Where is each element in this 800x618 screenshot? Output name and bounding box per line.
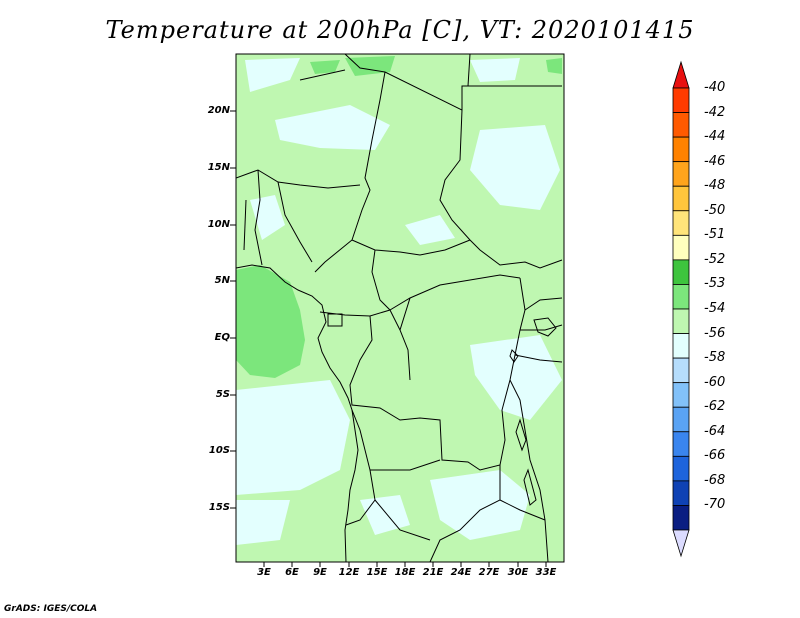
lon-label: 9E — [313, 567, 327, 578]
colorbar-label: -48 — [704, 178, 726, 194]
lon-label: 27E — [478, 567, 500, 578]
colorbar-label: -70 — [704, 497, 726, 513]
colorbar-label: -60 — [704, 374, 726, 390]
colorbar-label: -53 — [704, 276, 726, 292]
colorbar-swatch — [672, 112, 690, 138]
lon-label: 21E — [422, 567, 444, 578]
colorbar-label: -42 — [704, 104, 726, 120]
colorbar-swatch — [672, 357, 690, 384]
lon-label: 3E — [257, 567, 271, 578]
colorbar-label: -62 — [704, 399, 726, 415]
colorbar-label: -52 — [704, 251, 726, 267]
colorbar-label: -68 — [704, 472, 726, 488]
colorbar-swatch — [672, 259, 690, 285]
colorbar-swatch — [672, 505, 690, 531]
map-frame — [235, 53, 565, 563]
colorbar-label: -50 — [704, 202, 726, 218]
lon-label: 15E — [366, 567, 388, 578]
country-boundaries — [236, 54, 563, 562]
colorbar-swatch — [672, 284, 690, 310]
colorbar-swatch — [672, 431, 690, 457]
colorbar-label: -51 — [704, 227, 726, 243]
colorbar-swatch — [672, 136, 690, 163]
lat-label: 10S — [208, 445, 230, 456]
lat-label: 5N — [214, 275, 230, 286]
lat-label: EQ — [214, 332, 230, 343]
lat-label: 10N — [207, 219, 230, 230]
colorbar-swatch — [672, 333, 690, 359]
colorbar-bottom-arrow — [672, 529, 690, 558]
lon-label: 30E — [507, 567, 529, 578]
colorbar-swatch — [672, 234, 690, 261]
lat-label: 5S — [215, 389, 230, 400]
colorbar-swatch — [672, 161, 690, 187]
colorbar-label: -64 — [704, 423, 726, 439]
colorbar-swatch — [672, 87, 690, 113]
lon-label: 24E — [450, 567, 472, 578]
map-title: Temperature at 200hPa [C], VT: 202010141… — [105, 16, 695, 44]
lon-label: 33E — [535, 567, 557, 578]
lat-label: 15N — [207, 162, 230, 173]
lon-ticks — [263, 562, 547, 567]
lat-label: 15S — [208, 502, 230, 513]
grads-credit: GrADS: IGES/COLA — [4, 604, 98, 614]
colorbar-swatch — [672, 480, 690, 506]
colorbar-top-arrow — [672, 60, 690, 89]
lon-label: 12E — [338, 567, 360, 578]
lat-ticks — [230, 110, 236, 509]
temperature-field — [236, 54, 564, 562]
colorbar-label: -58 — [704, 350, 726, 366]
colorbar — [672, 60, 690, 558]
lon-label: 18E — [394, 567, 416, 578]
colorbar-swatch — [672, 308, 690, 334]
lat-label: 20N — [207, 105, 230, 116]
colorbar-swatch — [672, 406, 690, 433]
colorbar-swatch — [672, 455, 690, 482]
colorbar-label: -46 — [704, 153, 726, 169]
colorbar-label: -54 — [704, 301, 726, 316]
colorbar-label: -56 — [704, 325, 726, 341]
colorbar-swatch — [672, 185, 690, 212]
colorbar-swatch — [672, 382, 690, 408]
colorbar-label: -66 — [704, 448, 726, 464]
colorbar-label: -44 — [704, 129, 726, 145]
lon-label: 6E — [285, 567, 299, 578]
colorbar-label: -40 — [704, 80, 726, 95]
colorbar-swatch — [672, 210, 690, 236]
